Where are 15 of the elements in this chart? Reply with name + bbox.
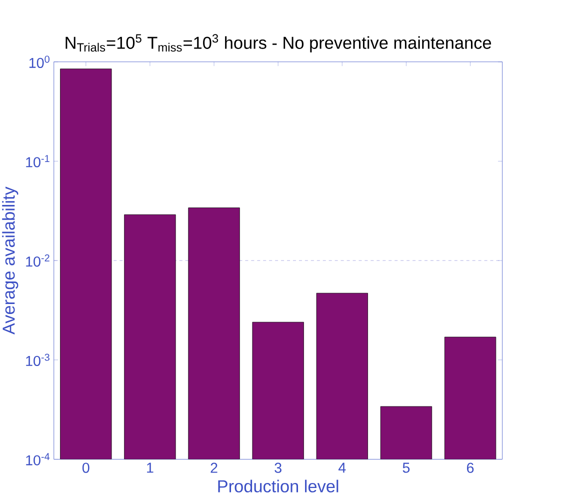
x-tick-label: 2 xyxy=(210,462,218,473)
x-tick-label: 1 xyxy=(147,462,154,473)
x-tick-label: 4 xyxy=(338,462,346,473)
chart-title: N$_{Trials}$=10$^{5}$ T$_{miss}$=10$^{3}$ hours - No preventive maintenance xyxy=(66,34,492,52)
y-tick-label: 10$^{-4}$ xyxy=(26,453,50,466)
x-tick-label: 0 xyxy=(82,462,90,473)
y-tick-label: 10$^{-1}$ xyxy=(26,155,50,168)
y-tick-label: 10$^{-2}$ xyxy=(26,254,50,267)
y-tick-label: 10$^{0}$ xyxy=(29,56,50,68)
y-axis-title: Average availability xyxy=(2,186,18,334)
x-tick-label: 5 xyxy=(402,462,410,473)
y-tick-label: 10$^{-3}$ xyxy=(26,354,50,366)
x-tick-label: 3 xyxy=(274,462,282,473)
x-tick-label: 6 xyxy=(467,462,474,473)
x-axis-title: Production level xyxy=(218,480,338,492)
